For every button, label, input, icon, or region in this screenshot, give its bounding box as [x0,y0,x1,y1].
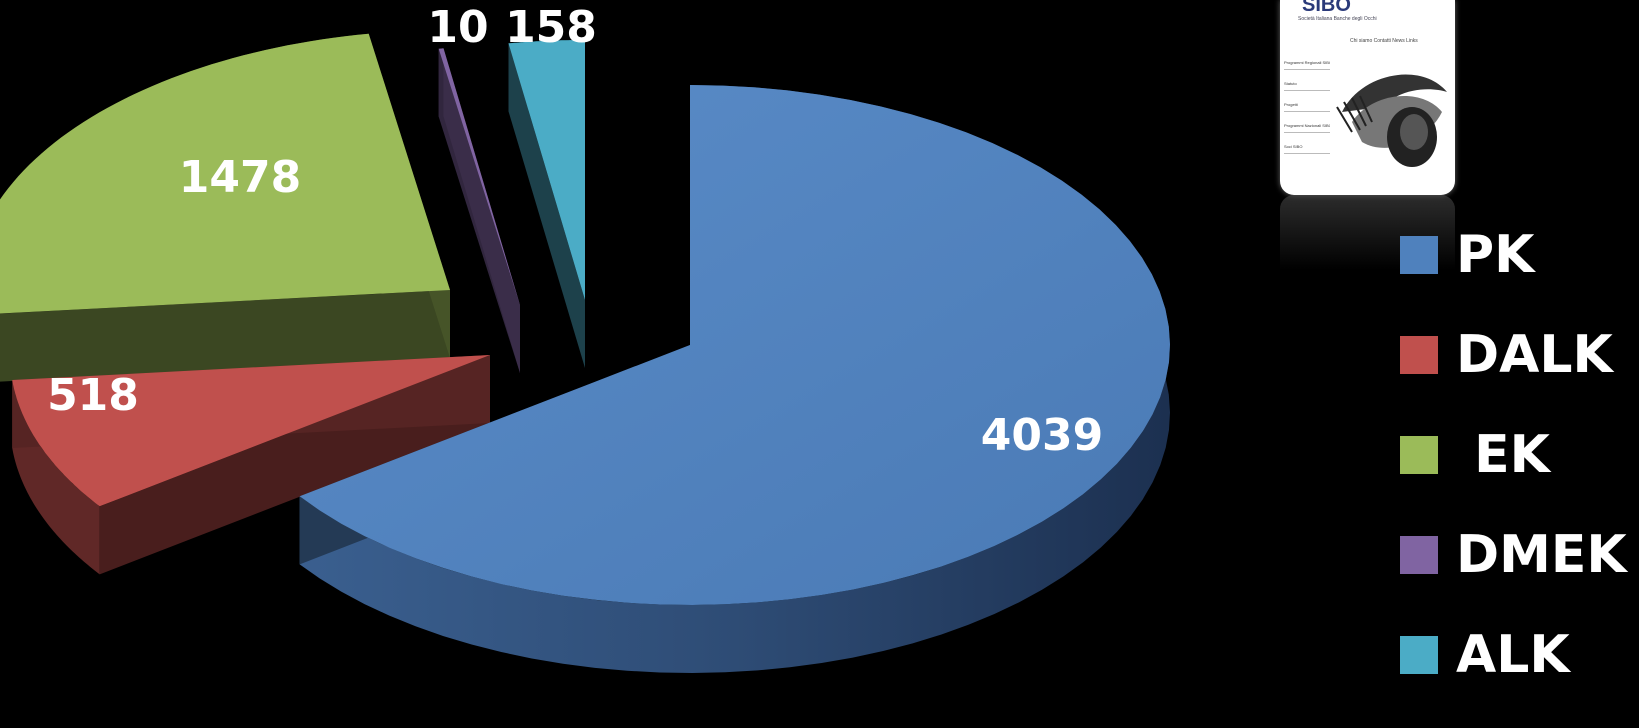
legend-item-ek: EK [1400,405,1635,505]
legend-swatch [1400,636,1438,674]
pie-slice-dalk [12,355,491,575]
pie-slice-ek [0,33,450,382]
legend-swatch [1400,436,1438,474]
logo-side-item: Progetti [1284,102,1330,112]
legend-swatch [1400,236,1438,274]
logo-title: SIBO [1302,0,1351,16]
chart-legend: PK DALK EK DMEK ALK [1400,205,1635,705]
slice-side-dalk [12,380,100,575]
legend-label: EK [1456,425,1550,485]
legend-item-dmek: DMEK [1400,505,1635,605]
data-label-dmek: 10 [427,2,488,53]
logo-menu: Chi siamo Contatti News Links [1350,38,1418,44]
logo-side-item: Soci SIBO [1284,144,1330,154]
legend-label: DMEK [1456,525,1627,585]
legend-swatch [1400,336,1438,374]
legend-label: PK [1456,225,1535,285]
logo-side-item: Programmi Nazionali SIBO [1284,123,1330,133]
legend-swatch [1400,536,1438,574]
data-label-alk: 158 [505,2,597,53]
legend-item-pk: PK [1400,205,1635,305]
slice-wall-dmek [443,48,520,374]
legend-label: DALK [1456,325,1613,385]
data-label-pk: 4039 [981,410,1103,461]
slice-top-alk [508,40,585,300]
slice-top-dalk [12,355,490,507]
legend-item-dalk: DALK [1400,305,1635,405]
pie-slice-alk [508,40,585,369]
logo-subtitle: Società Italiana Banche degli Occhi [1298,16,1377,22]
slice-top-ek [0,33,450,314]
legend-item-alk: ALK [1400,605,1635,705]
slice-top-pk [299,85,1170,605]
data-label-ek: 1478 [179,152,301,203]
logo-sidebar: Programmi Regionali SIBO Statuto Progett… [1284,60,1330,165]
eye-illustration [1336,74,1447,167]
sibo-logo: SIBO Società Italiana Banche degli Occhi… [1280,0,1455,195]
logo-side-item: Programmi Regionali SIBO [1284,60,1330,70]
pie-slice-pk [299,85,1170,673]
pie-slice-dmek [438,48,520,374]
data-label-dalk: 518 [47,370,139,421]
legend-label: ALK [1456,625,1570,685]
logo-side-item: Statuto [1284,81,1330,91]
slice-side-pk [299,85,1170,673]
slice-wall-ek [0,290,450,382]
slice-top-dmek [438,48,520,306]
slice-wall-alk [508,43,585,369]
